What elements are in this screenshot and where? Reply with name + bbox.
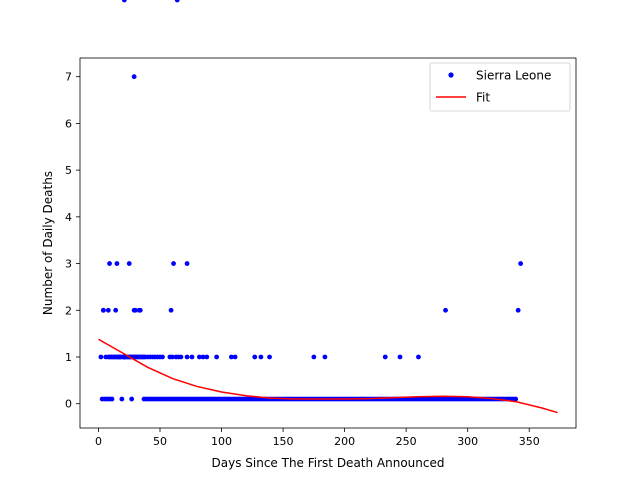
data-point — [311, 354, 317, 360]
fit-line — [98, 338, 558, 414]
x-tick-label: 200 — [334, 435, 355, 448]
x-tick-label: 100 — [211, 435, 232, 448]
data-point — [121, 0, 127, 3]
data-point — [109, 396, 115, 402]
axes-frame — [79, 57, 577, 429]
data-point — [113, 307, 119, 313]
y-tick-label: 1 — [65, 351, 72, 364]
x-axis-ticks: 0 50 100 150 200 250 300 350 — [95, 428, 540, 448]
legend-marker-sierra-leone — [448, 72, 454, 78]
data-point — [397, 354, 403, 360]
data-point — [174, 0, 180, 3]
data-point — [196, 354, 202, 360]
data-point — [258, 354, 264, 360]
y-tick-label: 2 — [65, 304, 72, 317]
y-tick-label: 3 — [65, 258, 72, 271]
y-tick-label: 5 — [65, 164, 72, 177]
data-point — [168, 307, 174, 313]
data-point — [178, 354, 184, 360]
x-tick-label: 250 — [396, 435, 417, 448]
data-point — [114, 261, 120, 266]
data-point — [214, 354, 220, 360]
x-axis-label: Days Since The First Death Announced — [212, 456, 445, 470]
data-point — [252, 354, 258, 360]
data-point — [518, 261, 524, 266]
data-point — [126, 261, 132, 266]
data-point — [169, 354, 175, 360]
data-point — [267, 354, 272, 360]
data-point — [160, 354, 165, 360]
legend-label-sierra-leone: Sierra Leone — [476, 69, 551, 83]
legend: Sierra Leone Fit — [429, 62, 571, 112]
data-point — [137, 307, 143, 313]
data-point — [98, 354, 104, 360]
data-point — [189, 354, 195, 360]
data-point — [443, 307, 448, 313]
data-point — [105, 307, 111, 313]
data-point — [228, 354, 234, 360]
data-point — [184, 354, 190, 360]
data-point — [232, 354, 238, 360]
x-tick-label: 150 — [273, 435, 294, 448]
data-point — [119, 396, 125, 402]
x-tick-label: 300 — [457, 435, 478, 448]
data-point — [416, 354, 421, 360]
data-point — [129, 396, 135, 402]
y-tick-label: 7 — [65, 71, 72, 84]
data-point — [132, 307, 138, 313]
x-tick-label: 0 — [95, 435, 102, 448]
x-tick-label: 350 — [519, 435, 540, 448]
data-point — [204, 354, 210, 360]
data-point — [131, 74, 137, 80]
y-axis-ticks: 0 1 2 3 4 5 6 7 — [65, 71, 80, 411]
y-tick-label: 0 — [65, 398, 72, 411]
data-point — [107, 261, 112, 266]
data-point — [200, 354, 206, 360]
data-point — [171, 261, 176, 266]
data-point — [515, 307, 521, 313]
legend-box — [429, 62, 571, 112]
y-tick-label: 4 — [65, 211, 72, 224]
y-tick-label: 6 — [65, 117, 72, 130]
data-point — [100, 307, 106, 313]
data-point — [513, 396, 519, 402]
legend-label-fit: Fit — [476, 91, 490, 105]
data-point — [184, 261, 190, 266]
data-point — [382, 354, 388, 360]
x-tick-label: 50 — [153, 435, 167, 448]
plot-area — [98, 0, 558, 414]
y-axis-label: Number of Daily Deaths — [41, 171, 55, 315]
data-point — [322, 354, 328, 360]
